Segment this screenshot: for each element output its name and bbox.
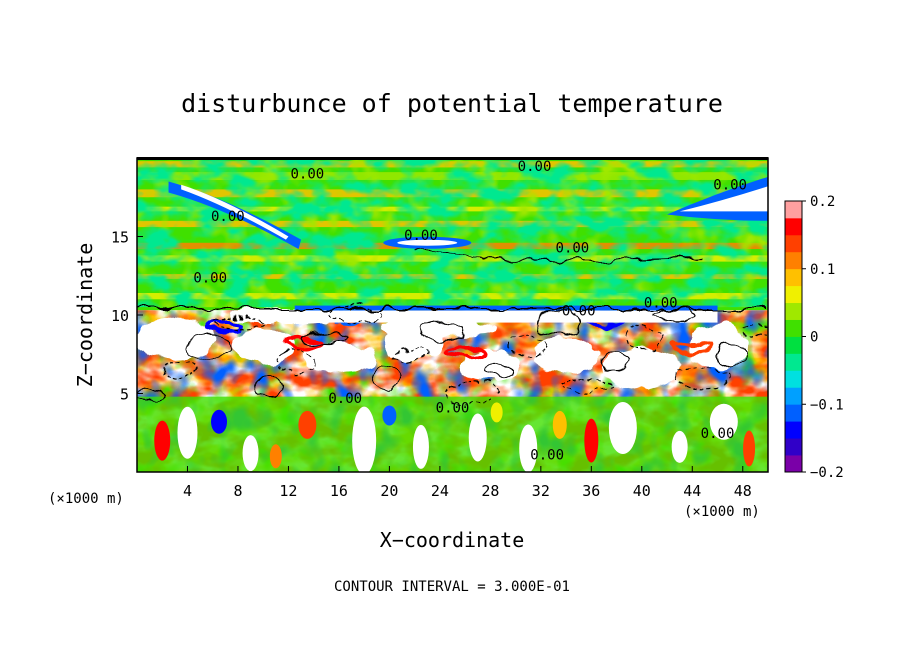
- y-axis-label: Z−coordinate: [73, 243, 97, 388]
- x-tick-label: 36: [582, 482, 600, 500]
- colorbar-segment: [785, 404, 802, 422]
- colorbar-segment: [785, 217, 802, 236]
- colorbar-segment: [785, 201, 802, 219]
- field-cell: [269, 444, 282, 469]
- field-streak-right-core: [679, 186, 768, 212]
- contour-label: 0.00: [556, 240, 590, 256]
- field-cell: [671, 430, 688, 463]
- x-tick-label: 28: [481, 482, 499, 500]
- field-cell: [709, 403, 738, 440]
- x-tick-label: 44: [683, 482, 701, 500]
- x-tick-label: 16: [330, 482, 348, 500]
- field-cell: [177, 406, 198, 459]
- plot-area: [137, 158, 768, 472]
- colorbar-tick-label: 0.2: [810, 194, 835, 210]
- colorbar-segment: [785, 302, 802, 320]
- x-tick-label: 24: [431, 482, 449, 500]
- field-cell: [552, 410, 567, 439]
- colorbar-segment: [785, 251, 802, 270]
- field-cell: [382, 405, 397, 426]
- contour-label: 0.00: [291, 167, 325, 183]
- contour-label: 0.00: [562, 303, 596, 319]
- x-unit-label-right: (×1000 m): [684, 504, 760, 520]
- colorbar-ticks: 0.2 0.1 0 −0.1 −0.2: [802, 194, 844, 481]
- colorbar-segment: [785, 336, 802, 354]
- x-tick-label: 12: [279, 482, 297, 500]
- colorbar-tick-label: −0.1: [810, 397, 844, 413]
- x-tick-label: 40: [633, 482, 651, 500]
- field-cell: [298, 410, 317, 439]
- x-tick-label: 8: [233, 482, 242, 500]
- colorbar-segment: [785, 234, 802, 253]
- colorbar-segment: [785, 285, 802, 304]
- field-mid-white: [137, 307, 748, 389]
- chart-title: disturbunce of potential temperature: [181, 89, 723, 118]
- x-tick-label: 4: [183, 482, 192, 500]
- contour-label: 0.00: [713, 178, 747, 194]
- field-tropopause-white: [294, 310, 718, 323]
- colorbar-segment: [785, 438, 802, 456]
- field-cell: [352, 406, 377, 472]
- field-cell: [154, 420, 171, 461]
- x-tick-label: 20: [380, 482, 398, 500]
- colorbar-segment: [785, 319, 802, 337]
- field-cell: [211, 409, 228, 434]
- colorbar-segment: [785, 421, 802, 439]
- field-cell: [242, 435, 259, 472]
- contour-label: 0.00: [211, 209, 245, 225]
- field-cell: [743, 430, 756, 467]
- colorbar-segment: [785, 268, 802, 287]
- contour-label: 0.00: [328, 391, 362, 407]
- contour-label: 0.00: [193, 270, 227, 286]
- y-tick-label: 10: [111, 307, 129, 325]
- colorbar-segment: [785, 353, 802, 371]
- y-axis: 5 10 15: [111, 229, 143, 404]
- colorbar-segment: [785, 387, 802, 405]
- x-axis: 4 8 12 16 20 24 28 32 36 40 44 48: [183, 466, 752, 500]
- field-cell: [412, 424, 429, 469]
- colorbar-tick-label: −0.2: [810, 465, 844, 481]
- x-tick-label: 32: [532, 482, 550, 500]
- field-cell: [584, 418, 599, 463]
- contour-label: 0.00: [644, 295, 678, 311]
- contour-label: 0.00: [404, 228, 438, 244]
- contour-interval-note: CONTOUR INTERVAL = 3.000E-01: [334, 579, 570, 595]
- field-cell: [608, 402, 637, 455]
- field-lens-core: [397, 239, 458, 246]
- x-axis-label: X−coordinate: [380, 528, 525, 552]
- colorbar-tick-label: 0.1: [810, 262, 835, 278]
- contour-label: 0.00: [436, 401, 470, 417]
- contour-label: 0.00: [701, 426, 735, 442]
- field-cell: [468, 413, 487, 462]
- field-cell: [519, 424, 538, 472]
- field-upper-noise-2: [137, 158, 768, 308]
- y-tick-label: 5: [120, 386, 129, 404]
- colorbar-tick-label: 0: [810, 330, 818, 346]
- y-tick-label: 15: [111, 229, 129, 247]
- colorbar-segment: [785, 455, 802, 473]
- field-streak-left: [168, 181, 302, 250]
- contour-lines: [137, 248, 768, 407]
- contour-label: 0.00: [530, 448, 564, 464]
- x-tick-label: 48: [734, 482, 752, 500]
- colorbar: [784, 200, 803, 473]
- contour-label: 0.00: [518, 159, 552, 175]
- field-cell: [490, 402, 503, 423]
- colorbar-segment: [785, 370, 802, 388]
- field-lower-cells: [137, 396, 768, 472]
- field-streak-left-core: [181, 184, 289, 240]
- x-unit-label-left: (×1000 m): [48, 491, 124, 507]
- contour-labels: 0.00 0.00 0.00 0.00 0.00 0.00 0.00 0.00 0.00 0.00…: [193, 159, 747, 464]
